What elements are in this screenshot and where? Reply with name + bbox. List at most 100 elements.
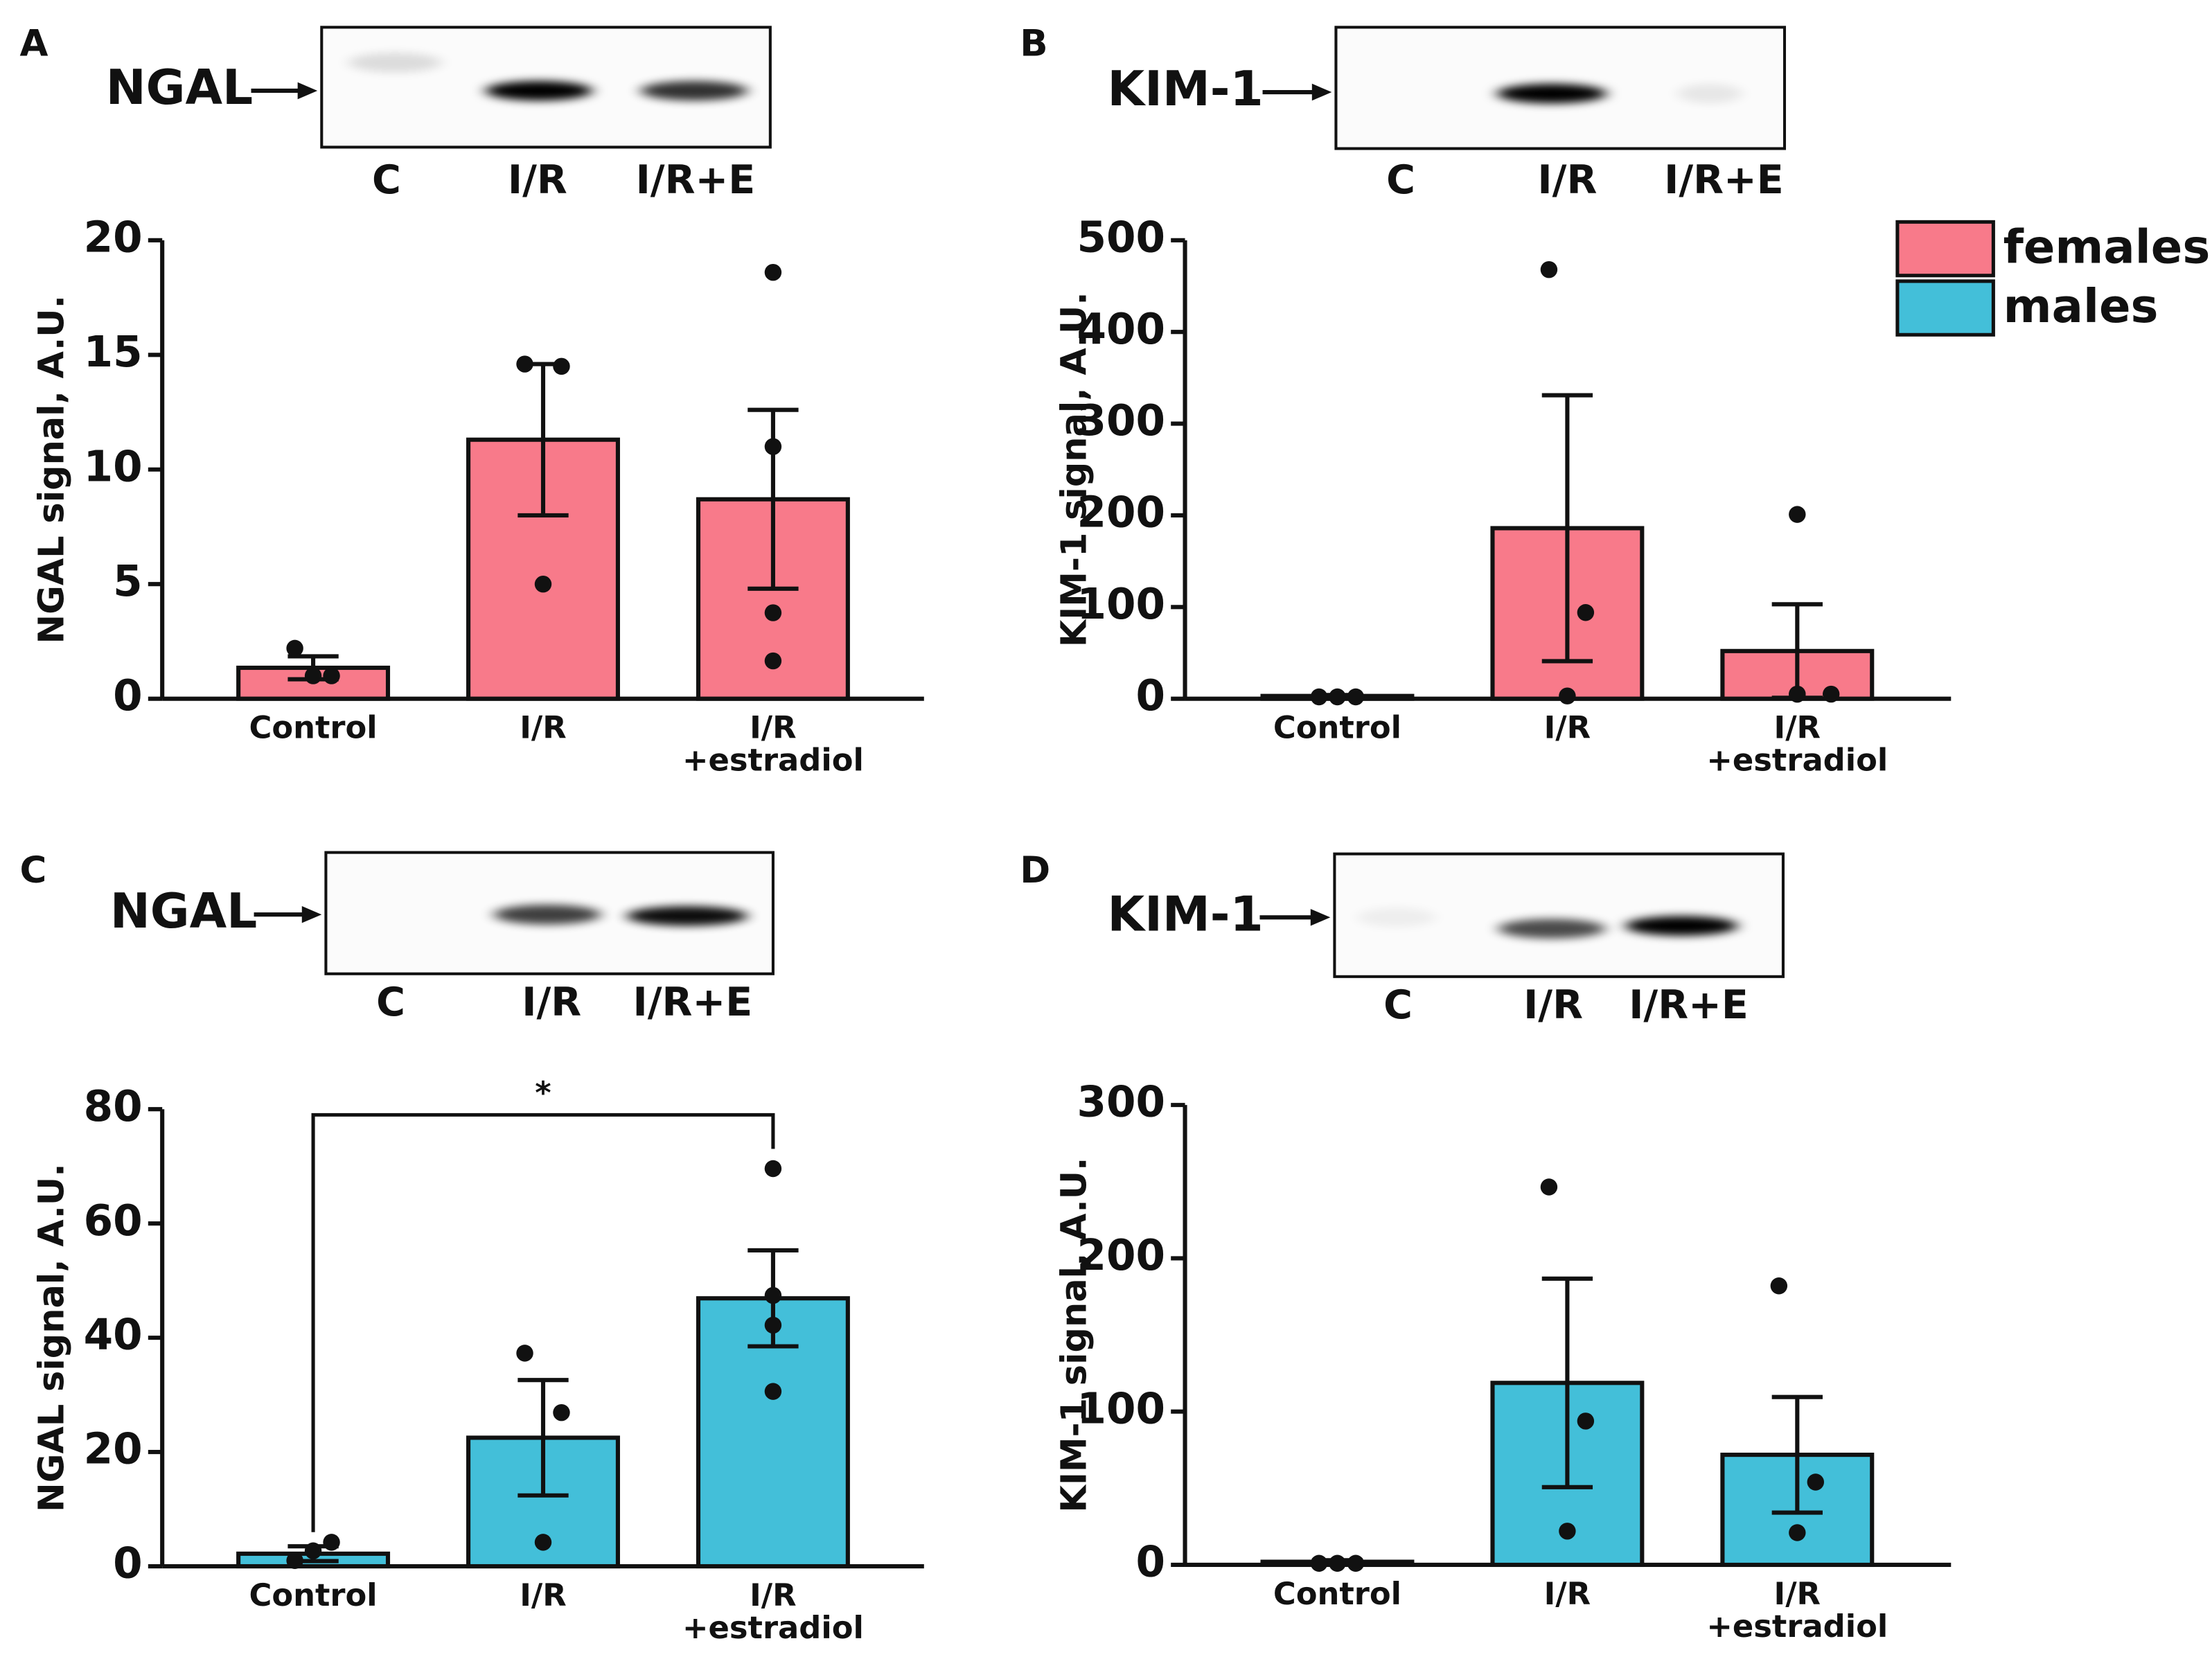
blot-band <box>485 80 593 101</box>
category-label-box: I/R <box>520 713 567 747</box>
panel-letter: A <box>20 22 48 64</box>
y-tick-label: 10 <box>84 442 143 491</box>
data-point <box>304 1542 322 1559</box>
significance-label: * <box>535 1074 551 1111</box>
y-tick-label: 0 <box>113 1539 142 1588</box>
data-point <box>764 438 782 455</box>
lane-label: C <box>1386 157 1415 203</box>
y-tick-label: 15 <box>84 328 143 377</box>
y-axis-label: NGAL signal, A.U. <box>31 1163 72 1512</box>
category-label-box: I/R +estradiol <box>682 713 864 779</box>
y-tick-label: 200 <box>1077 1231 1165 1280</box>
data-point <box>764 1383 782 1400</box>
category-label-box: Control <box>249 1580 377 1613</box>
y-tick-label: 300 <box>1077 396 1165 445</box>
data-point <box>1577 1412 1595 1430</box>
y-axis-label: KIM-1 signal, A.U. <box>1054 1158 1095 1513</box>
protein-label: NGAL <box>106 60 253 116</box>
data-point <box>1347 688 1365 706</box>
data-point <box>534 575 552 593</box>
x-tick-label: I/R <box>520 1580 567 1615</box>
data-point <box>516 355 533 373</box>
panel-letter: D <box>1020 849 1050 892</box>
blot-band <box>1625 916 1738 936</box>
protein-label: KIM-1 <box>1108 62 1264 117</box>
y-tick-label: 20 <box>84 1425 143 1474</box>
category-label-box: I/R +estradiol <box>682 1580 864 1647</box>
y-tick-label: 0 <box>1136 671 1166 720</box>
x-tick-label: I/R <box>520 713 567 747</box>
data-point <box>1559 1523 1576 1540</box>
y-tick-label: 300 <box>1077 1078 1165 1127</box>
panel-letter: C <box>20 849 47 892</box>
data-point <box>323 667 340 684</box>
y-tick-label: 60 <box>84 1196 143 1246</box>
data-point <box>1789 506 1806 523</box>
blot-band <box>640 80 748 101</box>
data-point <box>764 1160 782 1178</box>
lane-label: C <box>1383 982 1413 1028</box>
data-point <box>1540 260 1558 278</box>
blot-band <box>1496 83 1607 104</box>
x-tick-label: Control <box>1273 713 1402 747</box>
protein-label: KIM-1 <box>1108 887 1264 942</box>
category-label-box: I/R <box>1543 1579 1591 1613</box>
y-axis-label: NGAL signal, A.U. <box>31 295 72 644</box>
y-tick-label: 500 <box>1077 213 1165 262</box>
category-label-box: I/R <box>520 1580 567 1615</box>
data-point <box>1807 1473 1825 1491</box>
category-label-box: I/R +estradiol <box>1706 1579 1888 1644</box>
blot-band <box>348 53 442 73</box>
legend-label: females <box>2003 220 2211 274</box>
data-point <box>764 263 782 281</box>
y-tick-label: 5 <box>113 557 142 606</box>
data-point <box>1789 685 1806 703</box>
data-point <box>1329 688 1346 706</box>
data-point <box>1310 688 1328 706</box>
y-tick-label: 20 <box>84 213 143 262</box>
arrow-head <box>1310 909 1331 926</box>
significance-bracket <box>311 1113 775 1532</box>
category-label-box: I/R <box>1543 713 1591 747</box>
data-point <box>323 1534 340 1551</box>
legend-swatch <box>1895 279 1995 337</box>
lane-label: I/R <box>508 157 567 203</box>
data-point <box>1347 1554 1365 1572</box>
data-point <box>553 357 570 375</box>
blot-band <box>493 904 601 925</box>
data-point <box>516 1345 533 1362</box>
lane-label: I/R+E <box>1629 982 1749 1028</box>
data-point <box>1559 687 1576 705</box>
y-tick-label: 100 <box>1077 580 1165 629</box>
lane-label: I/R <box>522 980 581 1025</box>
data-point <box>1540 1178 1558 1196</box>
data-point <box>1310 1554 1328 1572</box>
data-point <box>286 1552 303 1569</box>
lane-label: I/R <box>1523 982 1583 1028</box>
blot-band <box>1356 907 1437 928</box>
lane-label: I/R+E <box>1664 157 1784 203</box>
protein-label: NGAL <box>110 884 257 939</box>
arrow-head <box>301 905 322 923</box>
y-tick-label: 100 <box>1077 1384 1165 1433</box>
x-tick-label: I/R +estradiol <box>682 713 864 779</box>
data-point <box>1770 1277 1788 1295</box>
y-tick-label: 200 <box>1077 488 1165 538</box>
x-tick-label: I/R <box>1543 1579 1591 1613</box>
data-point <box>764 604 782 621</box>
data-point <box>1822 685 1840 703</box>
x-tick-label: I/R <box>1543 713 1591 747</box>
x-tick-label: Control <box>249 713 378 747</box>
lane-label: I/R+E <box>636 157 756 203</box>
arrow-head <box>297 82 318 100</box>
y-tick-label: 0 <box>1136 1538 1166 1587</box>
x-tick-label: I/R +estradiol <box>682 1580 864 1647</box>
data-point <box>1577 604 1595 621</box>
data-point <box>286 639 303 657</box>
category-label-box: Control <box>1273 713 1402 747</box>
y-axis-label: KIM-1 signal, A.U. <box>1054 292 1095 647</box>
legend-label: males <box>2003 279 2159 333</box>
data-point <box>1789 1524 1806 1541</box>
lane-label: C <box>376 980 405 1025</box>
